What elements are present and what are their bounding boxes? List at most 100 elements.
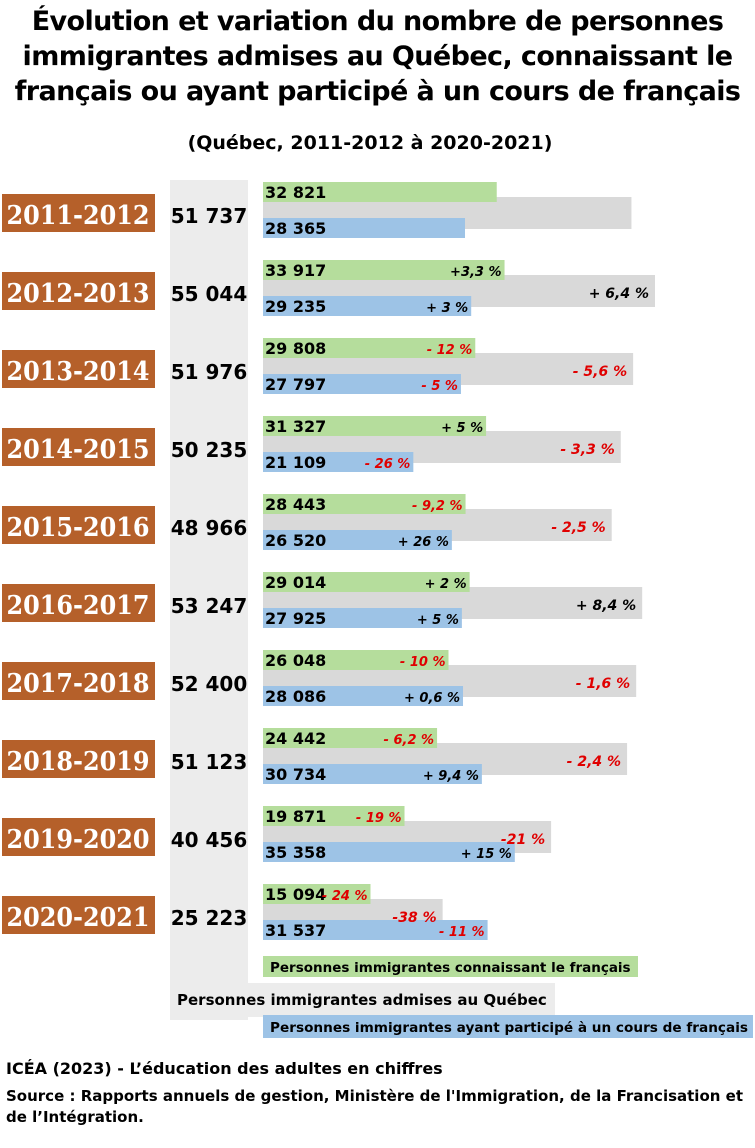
variation-admis: + 6,4 % [589, 286, 649, 302]
variation-francais: + 2 % [425, 577, 467, 592]
variation-admis: - 3,3 % [560, 442, 614, 458]
variation-francais: +3,3 % [450, 265, 501, 280]
value-cours: 27 797 [265, 375, 326, 394]
value-francais: 29 014 [265, 573, 326, 592]
value-cours: 27 925 [265, 609, 326, 628]
title-line-2: immigrantes admises au Québec, connaissa… [22, 41, 734, 72]
bar-cours [263, 608, 462, 628]
bar-francais [263, 650, 449, 670]
year-label-bg [2, 194, 155, 232]
legend-swatch-francais [263, 956, 638, 977]
variation-francais: + 5 % [441, 421, 483, 436]
value-cours: 35 358 [265, 843, 326, 862]
year-label-bg [2, 350, 155, 388]
value-cours: 28 086 [265, 687, 326, 706]
bar-cours [263, 920, 488, 940]
total-label: 50 235 [171, 438, 248, 462]
variation-francais: - 10 % [400, 655, 446, 670]
value-francais: 31 327 [265, 417, 326, 436]
bar-francais [263, 182, 497, 202]
legend-swatch-admis [170, 983, 555, 1017]
footer-source: Source : Rapports annuels de gestion, Mi… [6, 1087, 743, 1126]
bar-francais [263, 728, 438, 748]
variation-cours: - 26 % [365, 457, 411, 472]
bar-cours [263, 218, 466, 238]
value-francais: 26 048 [265, 651, 326, 670]
value-francais: 24 442 [265, 729, 326, 748]
year-label-bg [2, 428, 155, 466]
bar-francais [263, 416, 487, 436]
bar-cours [263, 452, 414, 472]
title-line-1: Évolution et variation du nombre de pers… [31, 6, 724, 37]
total-label: 52 400 [171, 672, 248, 696]
value-francais: 28 443 [265, 495, 326, 514]
year-label-bg [2, 272, 155, 310]
value-francais: 29 808 [265, 339, 326, 358]
variation-francais: - 24 % [322, 889, 368, 904]
total-column-bg [170, 180, 248, 1020]
value-cours: 26 520 [265, 531, 326, 550]
total-label: 55 044 [171, 282, 248, 306]
year-label-bg [2, 506, 155, 544]
bar-cours [263, 764, 482, 784]
variation-francais: - 9,2 % [412, 499, 463, 514]
year-label-bg [2, 584, 155, 622]
year-label: 2016-2017 [7, 591, 150, 621]
variation-admis: - 2,5 % [551, 520, 605, 536]
total-label: 40 456 [171, 828, 248, 852]
variation-cours: + 3 % [426, 301, 468, 316]
year-label: 2015-2016 [7, 513, 150, 543]
total-label: 51 976 [171, 360, 248, 384]
value-francais: 15 094 [265, 885, 326, 904]
bar-francais [263, 572, 470, 592]
year-label: 2013-2014 [7, 357, 150, 387]
bar-francais [263, 884, 371, 904]
variation-francais: - 12 % [427, 343, 473, 358]
year-label-bg [2, 896, 155, 934]
value-francais: 19 871 [265, 807, 326, 826]
variation-cours: + 15 % [461, 847, 512, 862]
value-cours: 31 537 [265, 921, 326, 940]
variation-cours: - 5 % [421, 379, 458, 394]
variation-francais: - 19 % [356, 811, 402, 826]
legend-francais: Personnes immigrantes connaissant le fra… [270, 960, 631, 976]
variation-cours: + 26 % [398, 535, 449, 550]
bar-cours [263, 686, 464, 706]
variation-admis: -38 % [392, 910, 436, 926]
title-line-3: français ou ayant participé à un cours d… [14, 76, 741, 107]
variation-cours: + 0,6 % [404, 691, 460, 706]
value-cours: 30 734 [265, 765, 326, 784]
year-label: 2014-2015 [7, 435, 150, 465]
variation-cours: + 5 % [417, 613, 459, 628]
legend-cours: Personnes immigrantes ayant participé à … [270, 1021, 748, 1036]
year-label: 2012-2013 [7, 279, 150, 309]
chart-title: Évolution et variation du nombre de pers… [0, 4, 755, 109]
value-cours: 21 109 [265, 453, 326, 472]
year-label: 2019-2020 [7, 825, 150, 855]
year-label: 2017-2018 [7, 669, 150, 699]
year-label: 2018-2019 [7, 747, 150, 777]
value-cours: 29 235 [265, 297, 326, 316]
year-label-bg [2, 662, 155, 700]
footer: ICÉA (2023) - L’éducation des adultes en… [6, 1058, 751, 1128]
bar-cours [263, 374, 461, 394]
chart-subtitle: (Québec, 2011-2012 à 2020-2021) [187, 132, 553, 154]
bar-francais [263, 260, 505, 280]
bar-cours [263, 530, 452, 550]
variation-admis: - 1,6 % [576, 676, 630, 692]
year-label-bg [2, 740, 155, 778]
total-label: 51 123 [171, 750, 248, 774]
bar-francais [263, 806, 405, 826]
variation-francais: - 6,2 % [384, 733, 435, 748]
bar-francais [263, 494, 466, 514]
bar-francais [263, 338, 476, 358]
legend-admis: Personnes immigrantes admises au Québec [177, 991, 547, 1009]
value-francais: 33 917 [265, 261, 326, 280]
variation-admis: + 8,4 % [576, 598, 636, 614]
variation-admis: -21 % [501, 832, 545, 848]
legend-swatch-cours [263, 1015, 753, 1038]
variation-cours: + 9,4 % [423, 769, 479, 784]
bar-cours [263, 296, 472, 316]
total-label: 51 737 [171, 204, 248, 228]
